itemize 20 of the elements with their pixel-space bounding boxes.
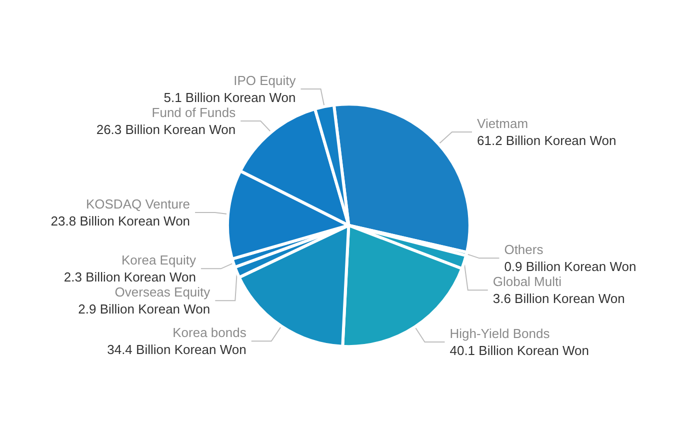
slice-label: Korea Equity — [122, 252, 196, 268]
data-label: 3.6 Billion Korean Won — [492, 291, 625, 306]
data-label: 2.9 Billion Korean Won — [78, 302, 210, 317]
slice-label: Overseas Equity — [114, 284, 211, 300]
slice-label: Korea bonds — [172, 325, 247, 340]
data-label: 40.1 Billion Korean Won — [450, 342, 589, 358]
slice-label: IPO Equity — [234, 72, 296, 88]
slice-label: High-Yield Bonds — [450, 326, 550, 341]
slice-label: Vietmam — [477, 116, 528, 132]
slice-label: KOSDAQ Venture — [86, 196, 190, 212]
slice-label: Fund of Funds — [152, 104, 236, 120]
data-label: 34.4 Billion Korean Won — [107, 342, 246, 358]
slice-label: Global Multi — [492, 274, 562, 290]
data-label: 26.3 Billion Korean Won — [96, 122, 236, 137]
data-label: 0.9 Billion Korean Won — [504, 259, 636, 274]
data-label: 61.2 Billion Korean Won — [477, 133, 616, 148]
data-label: 23.8 Billion Korean Won — [50, 214, 190, 229]
slice-label: Others — [504, 242, 544, 258]
data-label: 2.3 Billion Korean Won — [64, 270, 196, 285]
data-label: 5.1 Billion Korean Won — [164, 90, 296, 105]
